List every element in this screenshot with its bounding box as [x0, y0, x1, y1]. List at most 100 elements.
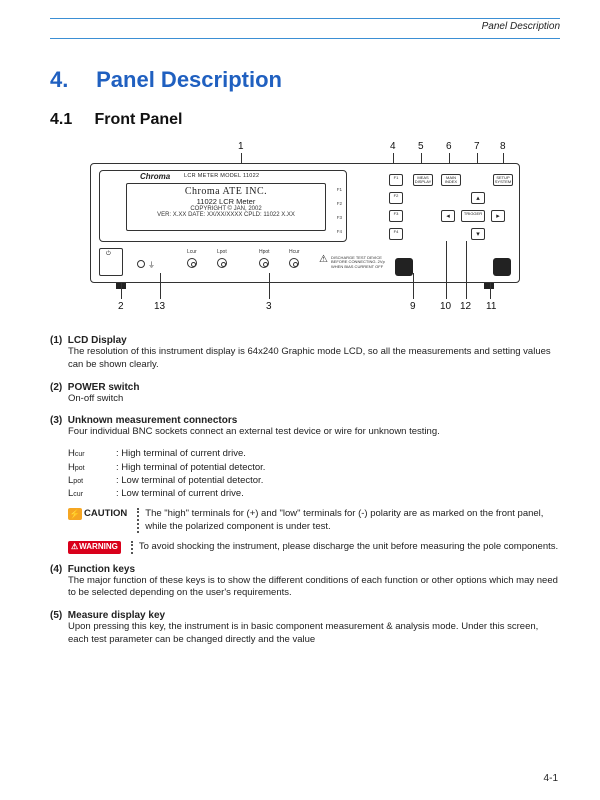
f-label: F4: [337, 229, 342, 234]
bnc-label: Lcur: [187, 249, 197, 255]
lcd-product: 11022 LCR Meter: [127, 197, 325, 206]
callout-7: 7: [474, 141, 480, 152]
panel-foot: [484, 283, 494, 289]
terminal-desc: : High terminal of current drive.: [116, 447, 246, 460]
item-3: (3) Unknown measurement connectors Four …: [50, 415, 560, 553]
caution-text: The "high" terminals for (+) and "low" t…: [145, 508, 560, 533]
panel-knob: [395, 258, 413, 276]
section-title: Front Panel: [94, 111, 182, 128]
item-1: (1) LCD Display The resolution of this i…: [50, 335, 560, 372]
panel-setup-button: SETUP SYSTEM: [493, 174, 513, 186]
discharge-text: DISCHARGE TEST DEVICE BEFORE CONNECTING.…: [331, 256, 391, 269]
item-body: The resolution of this instrument displa…: [50, 346, 560, 372]
f-label: F3: [337, 215, 342, 220]
item-num: (4): [50, 564, 62, 575]
panel-right-button: ▸: [491, 210, 505, 222]
bnc-connector: [259, 258, 269, 268]
model-label: LCR METER MODEL 11022: [184, 173, 259, 179]
callout-12: 12: [460, 301, 471, 312]
f-label: F1: [337, 187, 342, 192]
chapter-number: 4.: [50, 67, 90, 93]
panel-meas-button: MEAS DISPLAY: [413, 174, 433, 186]
lcd-company: Chroma ATE INC.: [127, 184, 325, 197]
leader-line: [466, 241, 467, 299]
callout-10: 10: [440, 301, 451, 312]
panel-up-button: ▴: [471, 192, 485, 204]
item-num: (3): [50, 415, 62, 426]
item-4: (4) Function keys The major function of …: [50, 564, 560, 601]
warning-note: WARNING To avoid shocking the instrument…: [50, 541, 560, 553]
panel-left-button: ◂: [441, 210, 455, 222]
chapter-title: Panel Description: [96, 67, 282, 92]
bnc-connector: [289, 258, 299, 268]
separator: [137, 508, 139, 533]
leader-line: [269, 273, 270, 299]
ground-terminal: [137, 260, 145, 268]
bnc-label: Lpot: [217, 249, 227, 255]
item-title: Function keys: [68, 564, 135, 575]
item-num: (1): [50, 335, 62, 346]
leader-line: [446, 241, 447, 299]
item-num: (2): [50, 382, 62, 393]
panel-f4-button: F4: [389, 228, 403, 240]
caution-label: CAUTION: [84, 508, 127, 533]
callout-2: 2: [118, 301, 124, 312]
front-panel-diagram: 1 4 5 6 7 8 Chroma LCR METER MODEL 11022…: [70, 141, 540, 321]
panel-f2-button: F2: [389, 192, 403, 204]
terminal-row: Lcur: Low terminal of current drive.: [50, 487, 560, 500]
header-rule-bottom: [50, 38, 560, 39]
item-body: The major function of these keys is to s…: [50, 575, 560, 601]
callout-9: 9: [410, 301, 416, 312]
separator: [131, 541, 133, 553]
panel-body: Chroma LCR METER MODEL 11022 F1 F2 F3 F4…: [90, 163, 520, 283]
terminal-row: Hcur: High terminal of current drive.: [50, 447, 560, 460]
item-num: (5): [50, 610, 62, 621]
callout-13: 13: [154, 301, 165, 312]
f-label: F2: [337, 201, 342, 206]
item-title: POWER switch: [68, 382, 140, 393]
terminal-desc: : Low terminal of current drive.: [116, 487, 244, 500]
panel-f1-button: F1: [389, 174, 403, 186]
bnc-connector: [187, 258, 197, 268]
callout-8: 8: [500, 141, 506, 152]
lcd-outer: Chroma LCR METER MODEL 11022 F1 F2 F3 F4…: [99, 170, 347, 242]
item-title: LCD Display: [68, 335, 127, 346]
leader-line: [490, 283, 491, 299]
terminal-desc: : Low terminal of potential detector.: [116, 474, 263, 487]
item-2: (2) POWER switch On-off switch: [50, 382, 560, 406]
ground-icon: ⏚: [148, 260, 155, 270]
caution-icon: ⚡: [68, 508, 82, 520]
caution-note: ⚡ CAUTION The "high" terminals for (+) a…: [50, 508, 560, 533]
warning-triangle-icon: ⚠: [319, 254, 328, 265]
item-body: Four individual BNC sockets connect an e…: [50, 426, 560, 439]
warning-badge: WARNING: [68, 541, 121, 553]
item-5: (5) Measure display key Upon pressing th…: [50, 610, 560, 647]
terminal-row: Lpot: Low terminal of potential detector…: [50, 474, 560, 487]
bnc-label: Hpot: [259, 249, 270, 255]
brand-label: Chroma: [140, 172, 170, 181]
callout-1: 1: [238, 141, 244, 152]
leader-line: [413, 273, 414, 299]
callout-6: 6: [446, 141, 452, 152]
terminal-row: Hpot: High terminal of potential detecto…: [50, 461, 560, 474]
power-switch: ⏻: [99, 248, 123, 276]
lcd-version: VER: X.XX DATE: XX/XX/XXXX CPLD: 11022 X…: [127, 212, 325, 218]
panel-knob: [493, 258, 511, 276]
item-body: On-off switch: [50, 393, 560, 406]
leader-line: [121, 283, 122, 299]
running-header: Panel Description: [50, 21, 560, 32]
chapter-heading: 4. Panel Description: [50, 67, 560, 93]
section-number: 4.1: [50, 111, 90, 129]
panel-main-button: MAIN INDEX: [441, 174, 461, 186]
item-title: Measure display key: [68, 610, 165, 621]
lcd-screen: Chroma ATE INC. 11022 LCR Meter COPYRIGH…: [126, 183, 326, 231]
callout-3: 3: [266, 301, 272, 312]
bnc-connector: [217, 258, 227, 268]
warning-text: To avoid shocking the instrument, please…: [139, 541, 560, 553]
bnc-label: Hcur: [289, 249, 300, 255]
item-body: Upon pressing this key, the instrument i…: [50, 621, 560, 647]
panel-trigger-button: TRIGGER: [461, 210, 485, 222]
item-title: Unknown measurement connectors: [68, 415, 237, 426]
callout-5: 5: [418, 141, 424, 152]
panel-down-button: ▾: [471, 228, 485, 240]
